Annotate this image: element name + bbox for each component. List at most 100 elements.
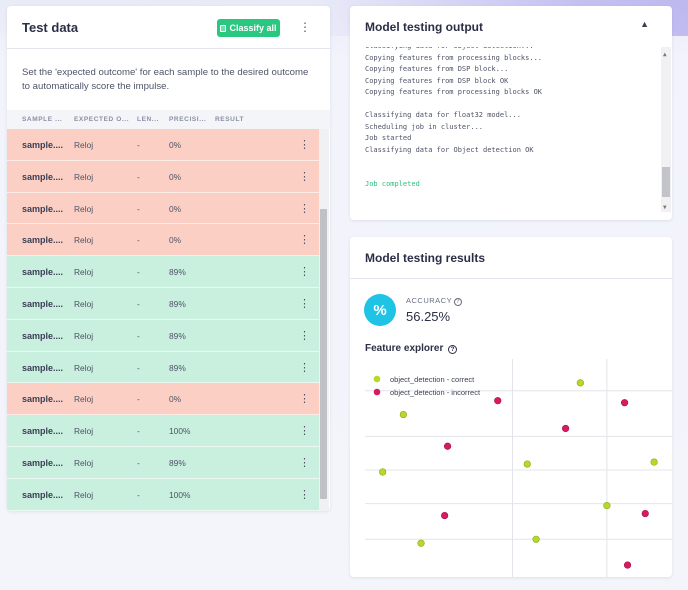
console-line: Copying features from processing blocks … xyxy=(365,88,543,96)
point-correct[interactable] xyxy=(379,468,387,476)
console-line: Classifying data for Object detection... xyxy=(365,47,542,53)
table-row[interactable]: sample.... Reloj - 89% ⋮ xyxy=(7,256,319,288)
row-menu-icon[interactable]: ⋮ xyxy=(299,425,310,438)
table-row[interactable]: sample.... Reloj - 0% ⋮ xyxy=(7,383,319,416)
console-line xyxy=(365,99,542,111)
test-data-card: Test data Classify all ⋮ Set the 'expect… xyxy=(7,6,330,511)
console-line xyxy=(365,156,542,168)
classify-all-button[interactable]: Classify all xyxy=(217,19,280,37)
sample-length: - xyxy=(137,171,140,182)
table-row[interactable]: sample.... Reloj - 0% ⋮ xyxy=(7,129,319,161)
row-menu-icon[interactable]: ⋮ xyxy=(299,234,310,247)
point-correct[interactable] xyxy=(399,410,407,419)
sample-name[interactable]: sample.... xyxy=(22,267,64,278)
percent-icon: % xyxy=(364,294,396,326)
sample-name[interactable]: sample.... xyxy=(22,394,64,405)
row-menu-icon[interactable]: ⋮ xyxy=(299,329,310,342)
accuracy-label-text: ACCURACY xyxy=(406,296,453,305)
sample-name[interactable]: sample.... xyxy=(22,298,64,309)
point-correct[interactable] xyxy=(576,379,584,387)
row-menu-icon[interactable]: ⋮ xyxy=(299,170,310,183)
console-scrollbar[interactable]: ▲ ▼ xyxy=(661,47,671,212)
table-row[interactable]: sample.... Reloj - 89% ⋮ xyxy=(7,319,319,352)
sample-name[interactable]: sample.... xyxy=(22,171,64,182)
point-incorrect[interactable] xyxy=(441,511,449,520)
sample-name[interactable]: sample.... xyxy=(22,457,64,468)
scroll-up-icon[interactable]: ▲ xyxy=(663,51,667,58)
sample-name[interactable]: sample.... xyxy=(22,140,64,150)
sample-length: - xyxy=(137,330,140,341)
table-row[interactable]: sample.... Reloj - 89% ⋮ xyxy=(7,287,319,320)
sample-precision: 0% xyxy=(169,203,182,214)
classify-icon xyxy=(220,24,227,32)
feature-explorer-chart[interactable]: object_detection - correct object_detecti… xyxy=(350,359,672,577)
table-row[interactable]: sample.... Reloj - 100% ⋮ xyxy=(7,478,319,511)
expected-outcome: Reloj xyxy=(74,171,94,182)
test-data-menu-icon[interactable]: ⋮ xyxy=(299,20,311,34)
column-length[interactable]: LEN... xyxy=(137,116,160,123)
test-data-header: Test data Classify all ⋮ xyxy=(7,6,330,49)
point-correct[interactable] xyxy=(417,539,425,547)
sample-name[interactable]: sample.... xyxy=(22,362,64,373)
legend-correct-label: object_detection - correct xyxy=(390,375,475,384)
sample-name[interactable]: sample.... xyxy=(22,203,64,214)
sample-precision: 0% xyxy=(169,140,182,150)
point-correct[interactable] xyxy=(603,502,611,510)
table-row[interactable]: sample.... Reloj - 89% ⋮ xyxy=(7,446,319,479)
table-row[interactable]: sample.... Reloj - 0% ⋮ xyxy=(7,192,319,225)
console-line: Job started xyxy=(365,134,412,142)
point-correct[interactable] xyxy=(650,458,658,466)
console-line: Copying features from DSP block OK xyxy=(365,76,509,85)
table-row[interactable]: sample.... Reloj - 89% ⋮ xyxy=(7,351,319,384)
expected-outcome: Reloj xyxy=(74,457,94,468)
console-line: Copying features from DSP block... xyxy=(365,65,509,73)
row-menu-icon[interactable]: ⋮ xyxy=(299,488,310,501)
table-row[interactable]: sample.... Reloj - 0% ⋮ xyxy=(7,160,319,193)
column-result[interactable]: RESULT xyxy=(215,116,245,123)
feature-explorer-help-icon[interactable]: ? xyxy=(448,345,458,354)
column-precision[interactable]: PRECISI... xyxy=(169,116,207,123)
output-header[interactable]: Model testing output ▲ xyxy=(350,6,672,47)
console-line: Scheduling job in cluster... xyxy=(365,122,484,131)
sample-name[interactable]: sample.... xyxy=(22,235,64,246)
point-incorrect[interactable] xyxy=(443,442,452,450)
collapse-caret-icon[interactable]: ▲ xyxy=(640,19,649,29)
sample-name[interactable]: sample.... xyxy=(22,489,64,500)
row-menu-icon[interactable]: ⋮ xyxy=(299,297,310,310)
expected-outcome: Reloj xyxy=(74,203,94,214)
point-incorrect[interactable] xyxy=(562,424,570,433)
row-menu-icon[interactable]: ⋮ xyxy=(299,202,310,215)
sample-precision: 0% xyxy=(169,171,182,182)
point-incorrect[interactable] xyxy=(494,397,502,405)
expected-outcome: Reloj xyxy=(74,362,94,373)
sample-name[interactable]: sample.... xyxy=(22,426,64,437)
table-row[interactable]: sample.... Reloj - 100% ⋮ xyxy=(7,415,319,447)
row-menu-icon[interactable]: ⋮ xyxy=(299,139,310,151)
help-icon[interactable]: ? xyxy=(454,298,463,306)
point-incorrect[interactable] xyxy=(641,509,649,518)
table-scrollbar[interactable] xyxy=(319,129,329,511)
accuracy-label: ACCURACY? xyxy=(406,296,463,306)
point-incorrect[interactable] xyxy=(623,561,632,569)
row-menu-icon[interactable]: ⋮ xyxy=(299,393,310,406)
console-scroll-thumb[interactable] xyxy=(662,167,670,197)
sample-length: - xyxy=(137,267,140,278)
feature-explorer-title: Feature explorer ? xyxy=(365,343,458,354)
sample-precision: 100% xyxy=(169,489,191,500)
point-correct[interactable] xyxy=(532,535,540,543)
sample-precision: 0% xyxy=(169,394,182,405)
point-correct[interactable] xyxy=(523,460,531,468)
row-menu-icon[interactable]: ⋮ xyxy=(299,361,310,374)
column-sample-name[interactable]: SAMPLE ... xyxy=(22,116,63,123)
table-scroll-thumb[interactable] xyxy=(320,209,327,499)
column-expected-outcome[interactable]: EXPECTED O... xyxy=(74,116,130,123)
point-incorrect[interactable] xyxy=(621,399,629,407)
sample-name[interactable]: sample.... xyxy=(22,330,64,341)
scroll-down-icon[interactable]: ▼ xyxy=(663,204,667,211)
classify-all-label: Classify all xyxy=(229,23,277,33)
model-testing-results-card: Model testing results % ACCURACY? 56.25%… xyxy=(350,237,672,577)
row-menu-icon[interactable]: ⋮ xyxy=(299,456,310,469)
legend-incorrect-label: object_detection - incorrect xyxy=(390,388,481,397)
table-row[interactable]: sample.... Reloj - 0% ⋮ xyxy=(7,224,319,257)
row-menu-icon[interactable]: ⋮ xyxy=(299,266,310,279)
